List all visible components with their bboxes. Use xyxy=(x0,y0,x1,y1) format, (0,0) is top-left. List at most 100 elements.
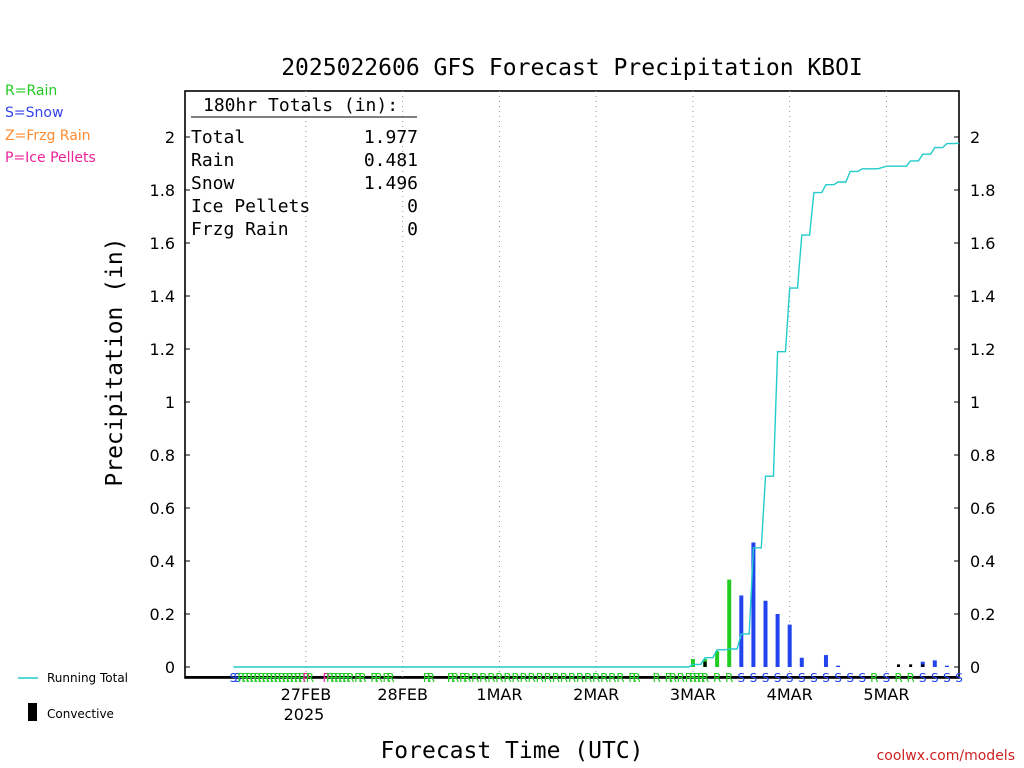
ptype-marker: R xyxy=(463,671,471,685)
precip-bar xyxy=(715,651,720,667)
ptype-marker: R xyxy=(330,671,338,685)
ptype-marker: R xyxy=(370,671,378,685)
ptype-marker: R xyxy=(616,671,624,685)
watermark: coolwx.com/models xyxy=(877,748,1015,764)
ptype-marker: R xyxy=(306,671,314,685)
ptype-marker: S xyxy=(919,671,927,685)
ptype-marker: R xyxy=(253,671,261,685)
ptype-marker: R xyxy=(249,671,257,685)
totals-row-value: 1.496 xyxy=(364,173,418,194)
totals-row-label: Snow xyxy=(191,173,235,194)
totals-heading: 180hr Totals (in): xyxy=(203,95,398,116)
ptype-marker: R xyxy=(677,671,685,685)
ptype-marker: R xyxy=(487,671,495,685)
ptype-marker: S xyxy=(943,671,951,685)
ptype-marker: S xyxy=(738,671,746,685)
ptype-marker: S xyxy=(234,671,242,685)
precip-bar xyxy=(799,657,804,667)
x-tick-label: 5MAR xyxy=(863,685,909,704)
ptype-marker: R xyxy=(334,671,342,685)
y-tick-label-right: 0.6 xyxy=(970,499,995,518)
ptype-marker: R xyxy=(906,671,914,685)
y-tick-label-left: 1.2 xyxy=(150,340,175,359)
ptype-marker: R xyxy=(245,671,253,685)
ptype-marker: R xyxy=(257,671,265,685)
running-total-legend-label: Running Total xyxy=(47,671,128,685)
ptype-marker: S xyxy=(230,671,238,685)
x-tick-label: 27FEB xyxy=(281,685,332,704)
ptype-marker: R xyxy=(274,671,282,685)
y-tick-label-left: 1 xyxy=(165,393,175,412)
ptype-marker: R xyxy=(894,671,902,685)
ptype-marker: R xyxy=(592,671,600,685)
chart-title: 2025022606 GFS Forecast Precipitation KB… xyxy=(281,55,863,81)
precip-bar xyxy=(690,659,695,667)
y-tick-label-left: 1.4 xyxy=(150,287,175,306)
convective-bar xyxy=(897,664,901,667)
legend-key-ice-pellets: P=Ice Pellets xyxy=(5,150,96,166)
ptype-marker: R xyxy=(237,671,245,685)
precip-bar xyxy=(751,542,756,667)
ptype-marker: R xyxy=(669,671,677,685)
precip-bar xyxy=(932,660,937,667)
y-tick-label-left: 0 xyxy=(165,658,175,677)
y-tick-label-left: 0.8 xyxy=(150,446,175,465)
ptype-marker: R xyxy=(511,671,519,685)
totals-row-value: 1.977 xyxy=(364,127,418,148)
ptype-marker: R xyxy=(584,671,592,685)
ptype-marker: R xyxy=(552,671,560,685)
y-tick-label-left: 2 xyxy=(165,128,175,147)
precip-bar xyxy=(739,595,744,667)
ptype-marker: R xyxy=(632,671,640,685)
ptype-marker: R xyxy=(358,671,366,685)
ptype-marker: R xyxy=(294,671,302,685)
ptype-marker: R xyxy=(374,671,382,685)
ptype-marker: R xyxy=(495,671,503,685)
ptype-marker: R xyxy=(568,671,576,685)
totals-row-value: 0.481 xyxy=(364,150,418,171)
y-tick-label-right: 1 xyxy=(970,393,980,412)
precip-bar xyxy=(836,665,841,667)
precip-bar xyxy=(823,655,828,667)
ptype-marker: R xyxy=(354,671,362,685)
ptype-marker: R xyxy=(560,671,568,685)
ptype-marker: R xyxy=(713,671,721,685)
ptype-marker: R xyxy=(471,671,479,685)
ptype-marker: R xyxy=(693,671,701,685)
ptype-marker: R xyxy=(503,671,511,685)
y-tick-label-left: 1.8 xyxy=(150,181,175,200)
ptype-marker: R xyxy=(346,671,354,685)
ptype-marker: R xyxy=(290,671,298,685)
ptype-marker: S xyxy=(858,671,866,685)
ptype-marker: S xyxy=(846,671,854,685)
precip-bar xyxy=(944,665,949,667)
ptype-marker: S xyxy=(762,671,770,685)
ptype-marker: R xyxy=(298,671,306,685)
ptype-marker: S xyxy=(822,671,830,685)
y-tick-label-right: 0.8 xyxy=(970,446,995,465)
convective-bar xyxy=(703,661,707,667)
ptype-marker: S xyxy=(883,671,891,685)
ptype-marker: R xyxy=(447,671,455,685)
ptype-marker: R xyxy=(608,671,616,685)
ptype-marker: R xyxy=(697,671,705,685)
ptype-marker: R xyxy=(286,671,294,685)
convective-bar xyxy=(921,664,925,667)
totals-row-value: 0 xyxy=(407,219,418,240)
legend-key-frzg-rain: Z=Frzg Rain xyxy=(5,128,91,144)
x-axis-label: Forecast Time (UTC) xyxy=(380,738,643,764)
ptype-marker: R xyxy=(536,671,544,685)
y-tick-label-right: 0 xyxy=(970,658,980,677)
x-tick-sublabel: 2025 xyxy=(284,705,325,724)
ptype-marker: R xyxy=(576,671,584,685)
line-layer xyxy=(233,142,960,668)
totals-rows: Total 1.977 Rain 0.481 Snow 1.496 Ice Pellets 0… xyxy=(191,127,418,240)
totals-box: 180hr Totals (in): Total 1.977 Rain 0.481 Sn… xyxy=(191,95,418,240)
x-tick-label: 2MAR xyxy=(573,685,619,704)
y-tick-label-right: 1.8 xyxy=(970,181,995,200)
y-tick-label-left: 0.6 xyxy=(150,499,175,518)
ptype-marker: R xyxy=(382,671,390,685)
